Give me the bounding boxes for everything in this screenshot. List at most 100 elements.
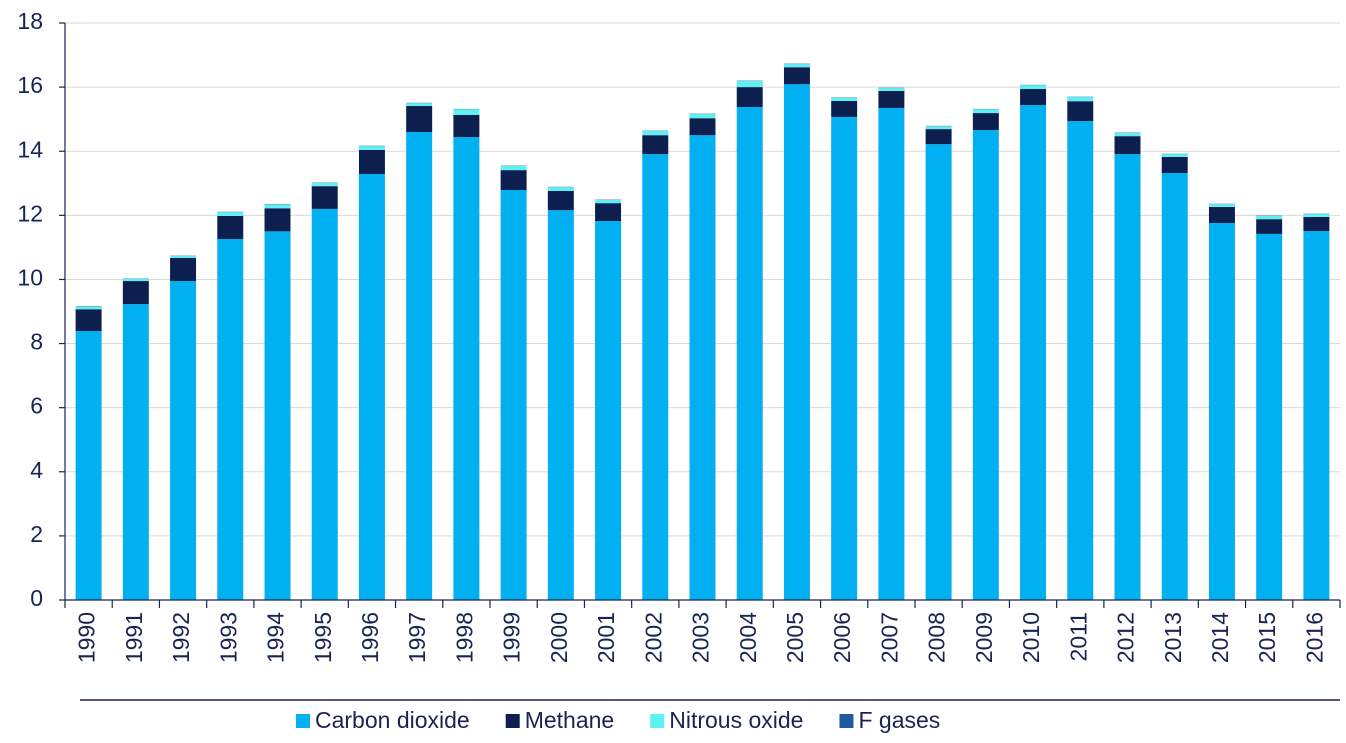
bar-segment: [1020, 85, 1047, 90]
x-tick-label: 2012: [1113, 612, 1139, 663]
y-tick-label: 12: [17, 200, 43, 226]
x-tick-label: 1993: [215, 612, 241, 663]
bar-segment: [406, 103, 433, 107]
x-tick-label: 2014: [1207, 612, 1233, 663]
bar-segment: [406, 106, 433, 132]
bar-segment: [1208, 206, 1235, 224]
bar-segment: [217, 215, 244, 240]
x-tick-label: 2009: [971, 612, 997, 663]
bar-segment: [170, 256, 197, 258]
legend-swatch: [505, 714, 520, 728]
bar-segment: [1303, 216, 1330, 232]
legend-swatch: [839, 714, 854, 728]
x-tick-label: 1994: [263, 612, 289, 663]
bar-segment: [170, 257, 197, 282]
bar-segment: [878, 90, 905, 108]
bar-segment: [122, 281, 149, 305]
x-tick-label: 2006: [829, 612, 855, 663]
bar-segment: [878, 88, 905, 91]
bar-segment: [925, 144, 952, 601]
x-tick-label: 2010: [1018, 612, 1044, 663]
bar-segment: [358, 173, 385, 600]
bar-segment: [1208, 223, 1235, 600]
bar-segment: [1020, 89, 1047, 106]
legend-swatch: [296, 714, 310, 728]
legend-label: F gases: [858, 707, 940, 733]
bar-segment: [689, 135, 716, 600]
y-tick-label: 0: [30, 585, 43, 611]
bar-segment: [406, 131, 433, 600]
bar-segment: [642, 154, 669, 600]
bar-segment: [642, 131, 669, 136]
bar-segment: [122, 278, 149, 282]
bar-segment: [264, 204, 291, 209]
bar-segment: [358, 149, 385, 174]
x-tick-label: 1990: [74, 612, 100, 663]
y-tick-label: 18: [17, 8, 43, 34]
y-tick-label: 2: [30, 521, 43, 547]
bar-segment: [1161, 156, 1188, 174]
bar-segment: [878, 107, 905, 601]
legend-label: Carbon dioxide: [315, 707, 470, 733]
x-tick-label: 2002: [640, 612, 666, 663]
x-tick-label: 2015: [1254, 612, 1280, 663]
x-tick-label: 1997: [404, 612, 430, 663]
bar-segment: [1256, 219, 1283, 234]
bar-segment: [170, 281, 197, 600]
x-tick-label: 1996: [357, 612, 383, 663]
bar-segment: [547, 190, 574, 211]
bar-segment: [642, 135, 669, 155]
bar-segment: [1256, 215, 1283, 220]
x-tick-label: 1999: [499, 612, 525, 663]
bar-segment: [736, 87, 763, 107]
bar-segment: [75, 331, 102, 600]
y-tick-label: 8: [30, 329, 43, 355]
bar-segment: [1256, 233, 1283, 601]
bar-segment: [1020, 105, 1047, 600]
bar-segment: [1161, 154, 1188, 157]
bar-segment: [453, 114, 480, 138]
bar-segment: [122, 304, 149, 600]
bar-segment: [925, 129, 952, 145]
bar-segment: [783, 84, 810, 600]
bar-segment: [736, 81, 763, 88]
bar-segment: [500, 165, 527, 171]
x-tick-label: 1998: [451, 612, 477, 663]
bar-segment: [831, 116, 858, 600]
bar-segment: [217, 212, 244, 216]
y-tick-label: 16: [17, 72, 43, 98]
bar-segment: [547, 210, 574, 600]
bar-segment: [925, 126, 952, 130]
x-tick-label: 2013: [1160, 612, 1186, 663]
x-tick-label: 2007: [876, 612, 902, 663]
bar-segment: [1114, 132, 1141, 137]
bar-segment: [1114, 154, 1141, 600]
legend-label: Nitrous oxide: [669, 707, 803, 733]
bar-segment: [453, 109, 480, 115]
bar-segment: [972, 130, 999, 600]
bar-segment: [689, 118, 716, 136]
bar-segment: [595, 199, 622, 204]
bar-segment: [1067, 101, 1094, 122]
bar-segment: [75, 306, 102, 310]
x-tick-label: 2005: [782, 612, 808, 663]
x-tick-label: 1992: [168, 612, 194, 663]
legend-swatch: [650, 714, 665, 728]
bar-segment: [75, 309, 102, 332]
bar-segment: [1208, 204, 1235, 207]
x-tick-label: 2016: [1301, 612, 1327, 663]
bar-segment: [1303, 231, 1330, 600]
bar-segment: [1067, 97, 1094, 102]
bar-segment: [1303, 214, 1330, 217]
bar-segment: [831, 100, 858, 117]
x-tick-label: 2001: [593, 612, 619, 663]
x-tick-label: 2011: [1065, 612, 1091, 661]
bar-segment: [736, 106, 763, 600]
y-tick-label: 4: [30, 457, 43, 483]
y-tick-label: 10: [17, 265, 43, 291]
bar-segment: [972, 109, 999, 114]
bar-segment: [500, 170, 527, 191]
bar-segment: [783, 67, 810, 85]
x-tick-label: 2000: [546, 612, 572, 663]
